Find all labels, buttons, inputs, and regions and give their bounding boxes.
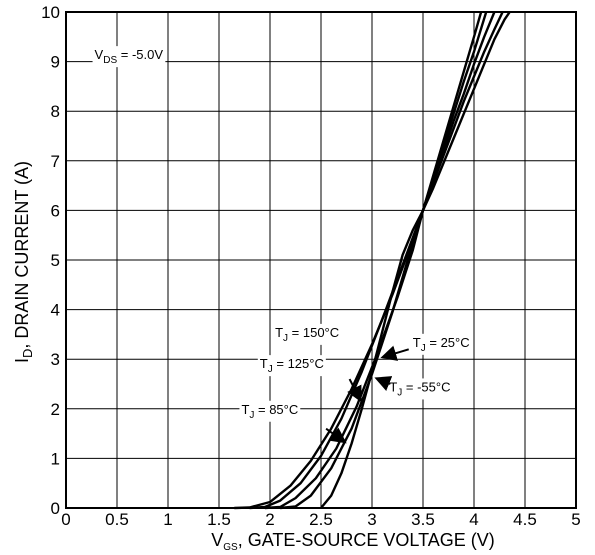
y-tick-label: 4: [51, 301, 60, 320]
grid: [65, 11, 577, 509]
series-label-0-bg: [273, 323, 342, 345]
series-line-2: [264, 11, 496, 510]
x-tick-labels: 0 0.5 1 1.5 2 2.5 3 3.5 4 4.5 5: [61, 510, 580, 529]
series-line-4: [320, 11, 511, 509]
series-arrow-2: [325, 427, 347, 444]
x-tick-label: 1: [163, 510, 172, 529]
series-label-0: TJ = 150°C: [275, 325, 339, 344]
y-tick-label: 3: [51, 350, 60, 369]
series-label-2: TJ = 85°C: [241, 402, 298, 421]
x-tick-label: 5: [571, 510, 580, 529]
x-tick-label: 3.5: [411, 510, 435, 529]
y-tick-label: 0: [51, 499, 60, 518]
y-tick-labels: 0 1 2 3 4 5 6 7 8 9 10: [41, 3, 60, 518]
series-arrow-4: [374, 376, 393, 391]
x-tick-label: 4: [469, 510, 478, 529]
y-tick-label: 8: [51, 102, 60, 121]
y-tick-label: 2: [51, 400, 60, 419]
series-label-2-bg: [239, 400, 301, 422]
series-arrow-1: [347, 378, 362, 403]
series-label-1-bg: [257, 355, 326, 377]
y-axis-label: ID, DRAIN CURRENT (A): [12, 161, 35, 363]
y-tick-label: 9: [51, 53, 60, 72]
series-label-1: TJ = 125°C: [260, 356, 324, 375]
x-tick-label: 0: [61, 510, 70, 529]
y-tick-label: 7: [51, 152, 60, 171]
y-tick-label: 6: [51, 201, 60, 220]
annotations: VDS = -5.0V TJ = 150°C TJ = 125°C TJ = 85°C…: [92, 46, 472, 444]
vds-condition-label-bg: [92, 46, 166, 68]
x-tick-label: 0.5: [105, 510, 129, 529]
x-tick-label: 2.5: [309, 510, 333, 529]
series-label-3-bg: [410, 333, 472, 355]
x-tick-label: 3: [367, 510, 376, 529]
y-tick-label: 5: [51, 251, 60, 270]
series-label-4-bg: [387, 378, 453, 400]
series-label-4: TJ = -55°C: [389, 379, 450, 398]
x-axis-label: VGS, GATE-SOURCE VOLTAGE (V): [211, 530, 495, 553]
y-tick-label: 1: [51, 449, 60, 468]
vds-condition-label: VDS = -5.0V: [95, 47, 164, 66]
x-tick-label: 4.5: [513, 510, 537, 529]
series-label-3: TJ = 25°C: [413, 335, 470, 354]
plot-frame: [65, 11, 577, 509]
curves: [234, 11, 511, 510]
x-tick-label: 2: [265, 510, 274, 529]
y-tick-label: 10: [41, 3, 60, 22]
x-tick-label: 1.5: [207, 510, 231, 529]
series-arrow-3: [380, 345, 410, 361]
